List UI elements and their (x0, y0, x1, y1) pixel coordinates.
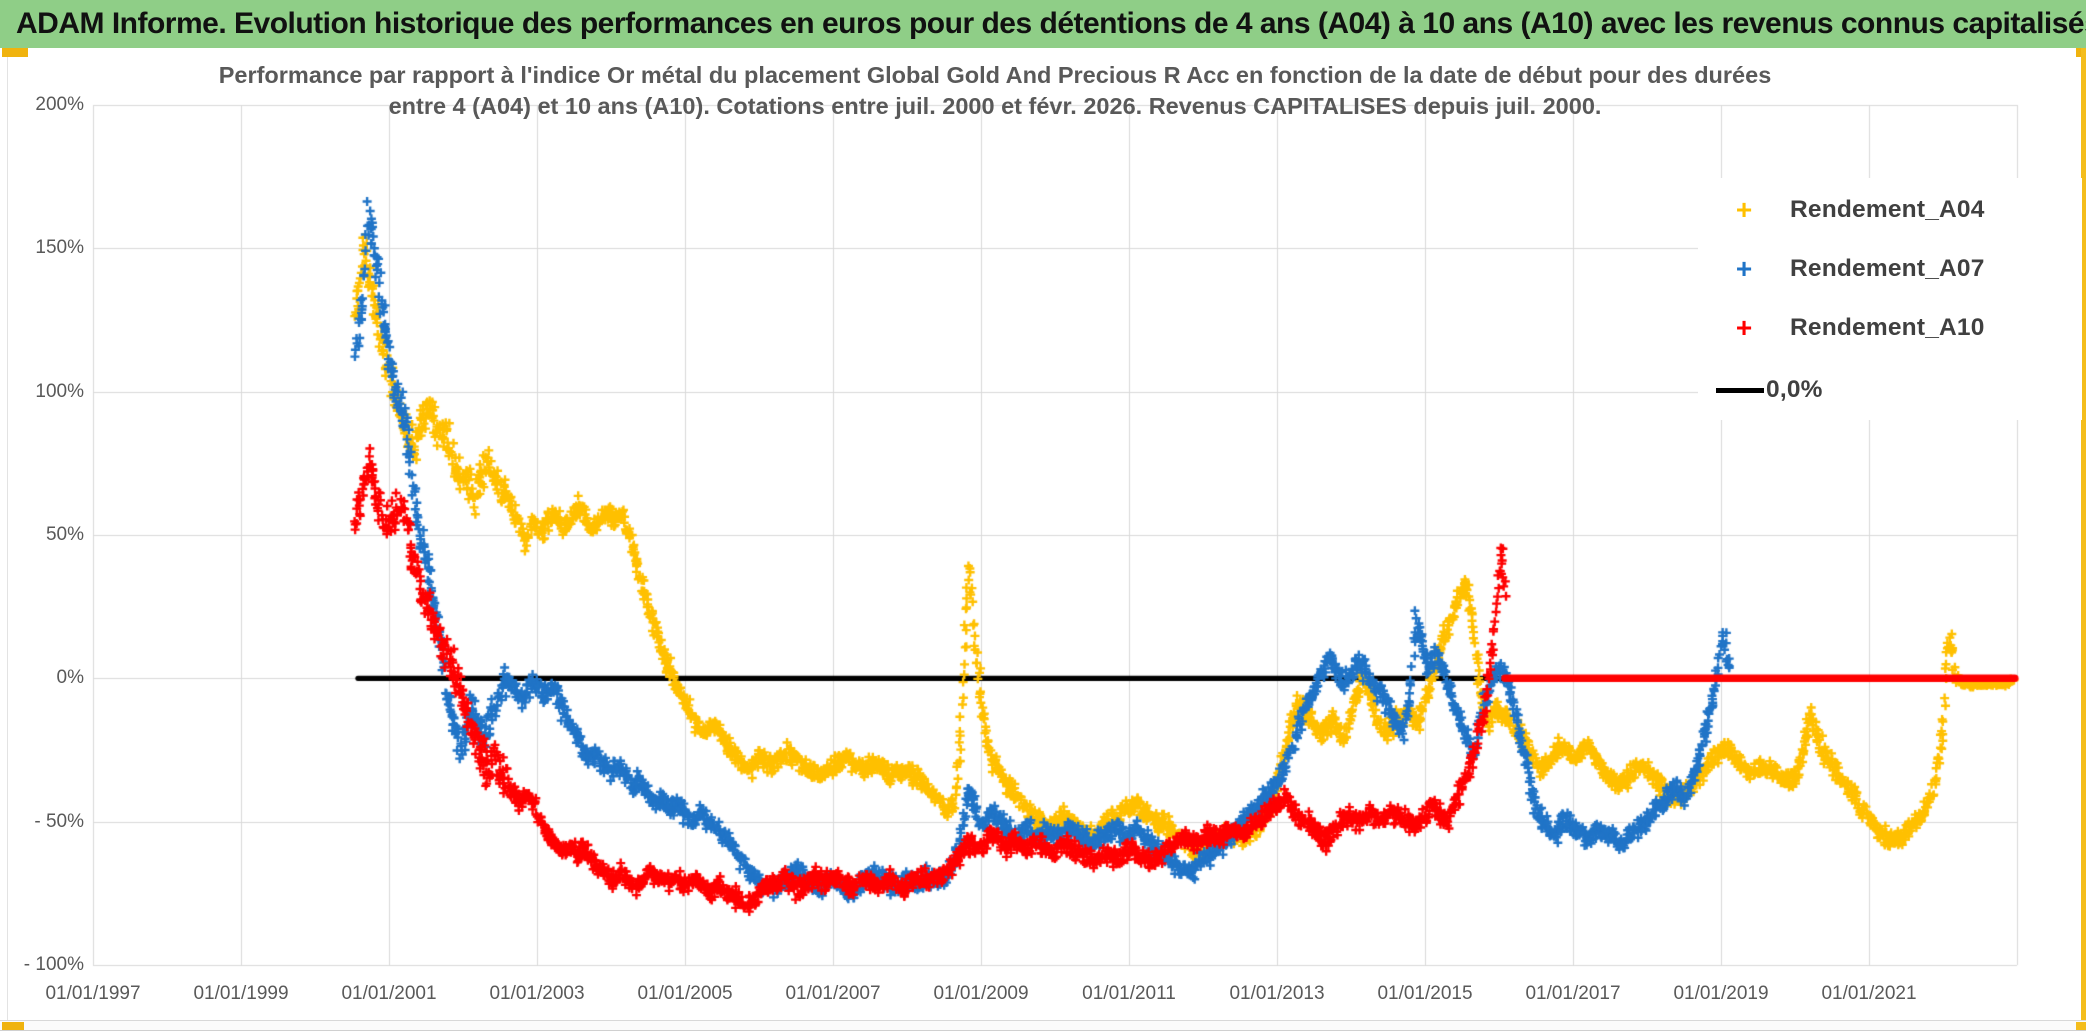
accent-bottom-right (2076, 1022, 2086, 1030)
x-tick-label: 01/01/2019 (1673, 983, 1769, 1004)
plus-marker-icon: + (1735, 253, 1753, 284)
legend-item-rendement-a04[interactable]: + Rendement_A04 (1698, 190, 2082, 230)
legend-label: Rendement_A04 (1790, 196, 1985, 223)
x-tick-label: 01/01/2021 (1821, 983, 1917, 1004)
x-tick-label: 01/01/1997 (45, 983, 141, 1004)
chart-subtitle-line2: entre 4 (A04) et 10 ans (A10). Cotations… (388, 93, 1602, 119)
legend-item-rendement-a10[interactable]: + Rendement_A10 (1698, 308, 2082, 348)
chart-legend[interactable]: + Rendement_A04 + Rendement_A07 + Rendem… (1698, 178, 2082, 420)
chart-subtitle: Performance par rapport à l'indice Or mé… (95, 60, 1895, 122)
x-tick-label: 01/01/2001 (341, 983, 437, 1004)
plus-marker-icon: + (1735, 312, 1753, 343)
legend-label: Rendement_A10 (1790, 314, 1985, 341)
x-tick-label: 01/01/2017 (1525, 983, 1621, 1004)
x-tick-label: 01/01/2011 (1082, 983, 1176, 1004)
x-tick-label: 01/01/2013 (1229, 983, 1325, 1004)
y-tick-label: 200% (35, 93, 84, 115)
y-tick-label: 0% (56, 667, 84, 689)
x-tick-label: 01/01/2009 (933, 983, 1029, 1004)
x-tick-label: 01/01/2005 (637, 983, 733, 1004)
legend-label: Rendement_A07 (1790, 255, 1985, 282)
x-tick-label: 01/01/2003 (489, 983, 585, 1004)
bottom-strip (0, 1020, 2086, 1031)
accent-bottom-left (2, 1022, 24, 1030)
y-tick-label: 150% (35, 237, 84, 259)
legend-item-rendement-a07[interactable]: + Rendement_A07 (1698, 249, 2082, 289)
x-tick-label: 01/01/2015 (1377, 983, 1473, 1004)
legend-item-zero-line[interactable]: 0,0% (1698, 370, 2082, 410)
y-tick-label: - 100% (23, 953, 84, 975)
y-tick-label: - 50% (34, 810, 84, 832)
chart-subtitle-line1: Performance par rapport à l'indice Or mé… (218, 62, 1772, 88)
legend-label: 0,0% (1766, 376, 1823, 403)
plus-marker-icon: + (1735, 194, 1753, 225)
y-tick-label: 100% (35, 380, 84, 402)
x-tick-label: 01/01/2007 (785, 983, 881, 1004)
y-tick-label: 50% (45, 523, 84, 545)
black-line-icon (1716, 387, 1764, 393)
x-tick-label: 01/01/1999 (193, 983, 289, 1004)
